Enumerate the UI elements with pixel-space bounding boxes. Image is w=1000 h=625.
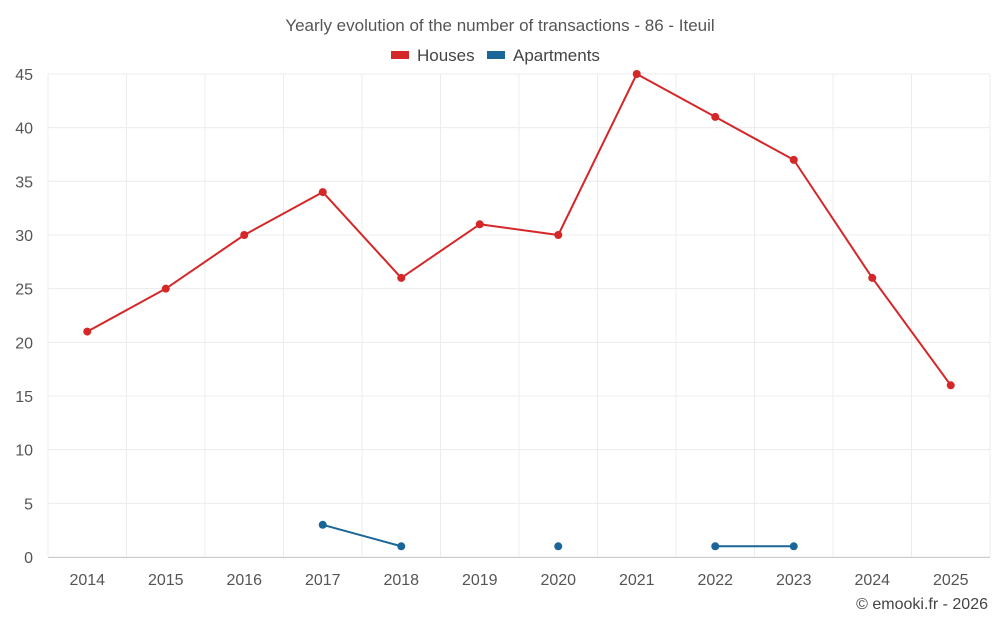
credit-text: © emooki.fr - 2026	[856, 596, 988, 613]
y-tick-label: 30	[15, 228, 33, 245]
y-tick-label: 45	[15, 67, 33, 84]
x-axis-ticks: 2014 2015 2016 2017 2018 2019 2020 2021 2022 2023…	[69, 572, 968, 589]
y-axis-ticks: 0 5 10 15 20 25 30 35 40 45	[15, 67, 33, 567]
data-point-apartments[interactable]	[711, 542, 720, 551]
data-point-houses[interactable]	[318, 188, 327, 197]
series-line-houses	[86, 73, 952, 386]
data-point-houses[interactable]	[632, 70, 641, 78]
legend-item-houses[interactable]: Houses	[391, 46, 475, 65]
y-tick-label: 35	[15, 174, 33, 191]
data-point-houses[interactable]	[554, 231, 563, 239]
y-tick-label: 25	[15, 282, 33, 299]
x-tick-label: 2020	[540, 572, 576, 589]
x-tick-label: 2015	[148, 572, 184, 589]
series	[83, 70, 955, 551]
legend-label-houses: Houses	[417, 46, 475, 65]
x-tick-label: 2021	[619, 572, 655, 589]
y-tick-label: 40	[15, 121, 33, 138]
x-tick-label: 2018	[383, 572, 419, 589]
series-apartments	[318, 520, 798, 551]
x-tick-label: 2017	[305, 572, 341, 589]
legend-label-apartments: Apartments	[513, 46, 600, 65]
y-tick-label: 20	[15, 335, 33, 352]
data-point-apartments[interactable]	[397, 542, 406, 551]
grid	[47, 73, 991, 558]
data-point-houses[interactable]	[83, 327, 92, 336]
x-tick-label: 2022	[697, 572, 733, 589]
x-tick-label: 2014	[69, 572, 105, 589]
legend: Houses Apartments	[391, 46, 600, 65]
data-point-houses[interactable]	[475, 220, 484, 229]
x-tick-label: 2025	[933, 572, 969, 589]
legend-swatch-apartments	[487, 51, 505, 59]
data-point-houses[interactable]	[946, 381, 955, 390]
series-line-apartments	[322, 523, 402, 548]
data-point-houses[interactable]	[868, 273, 877, 282]
y-tick-label: 0	[24, 550, 33, 567]
series-houses	[83, 70, 955, 390]
legend-item-apartments[interactable]: Apartments	[487, 46, 600, 65]
data-point-houses[interactable]	[711, 112, 720, 121]
data-point-apartments[interactable]	[789, 542, 798, 551]
data-point-apartments[interactable]	[554, 542, 563, 551]
y-tick-label: 5	[24, 496, 33, 513]
chart-title: Yearly evolution of the number of transa…	[285, 16, 714, 35]
data-point-apartments[interactable]	[318, 520, 327, 529]
data-point-houses[interactable]	[789, 155, 798, 164]
x-tick-label: 2019	[462, 572, 498, 589]
x-tick-label: 2016	[226, 572, 262, 589]
data-point-houses[interactable]	[240, 231, 249, 239]
data-point-houses[interactable]	[161, 284, 170, 293]
data-point-houses[interactable]	[397, 273, 406, 282]
x-tick-label: 2023	[776, 572, 812, 589]
legend-swatch-houses	[391, 51, 409, 59]
y-tick-label: 10	[15, 443, 33, 460]
x-tick-label: 2024	[854, 572, 890, 589]
y-tick-label: 15	[15, 389, 33, 406]
